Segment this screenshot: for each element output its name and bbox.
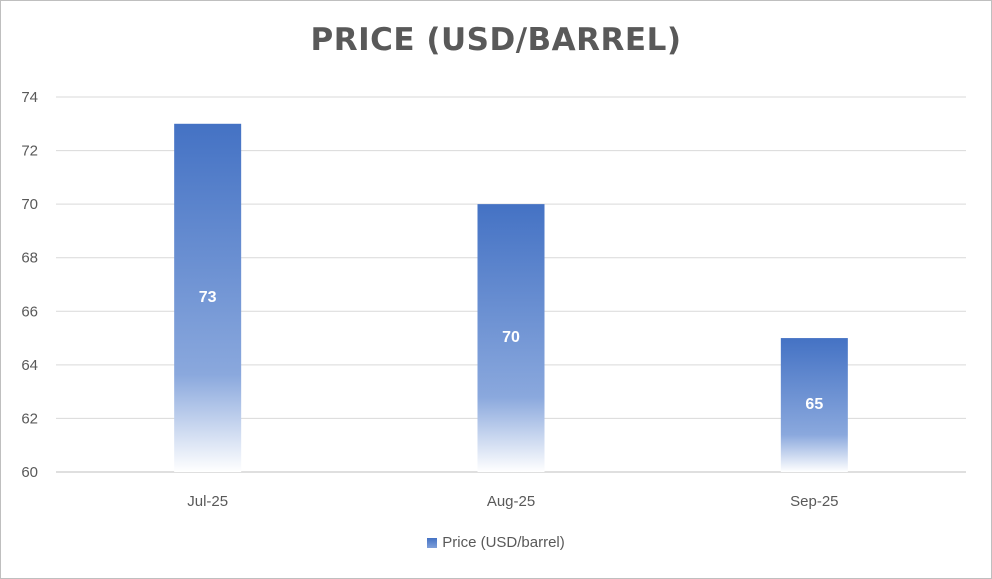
- y-tick-label: 68: [21, 250, 38, 267]
- data-label: 73: [199, 289, 217, 306]
- x-tick-label: Sep-25: [790, 493, 838, 510]
- x-tick-label: Jul-25: [187, 493, 228, 510]
- legend-swatch: [427, 538, 438, 548]
- bar: [477, 204, 545, 472]
- data-label: 70: [502, 329, 520, 346]
- x-tick-label: Aug-25: [487, 493, 535, 510]
- y-tick-label: 66: [21, 303, 38, 320]
- y-tick-label: 62: [21, 410, 38, 427]
- legend: Price (USD/barrel): [0, 534, 992, 551]
- legend-label: Price (USD/barrel): [442, 534, 565, 551]
- y-tick-label: 72: [21, 143, 38, 160]
- bar: [780, 338, 848, 472]
- y-tick-label: 74: [21, 89, 38, 106]
- data-label: 65: [805, 396, 823, 413]
- bar: [174, 123, 242, 473]
- y-tick-label: 70: [21, 196, 38, 213]
- chart-title: PRICE (USD/BARREL): [310, 22, 682, 58]
- y-tick-label: 60: [21, 464, 38, 481]
- y-tick-label: 64: [21, 357, 38, 374]
